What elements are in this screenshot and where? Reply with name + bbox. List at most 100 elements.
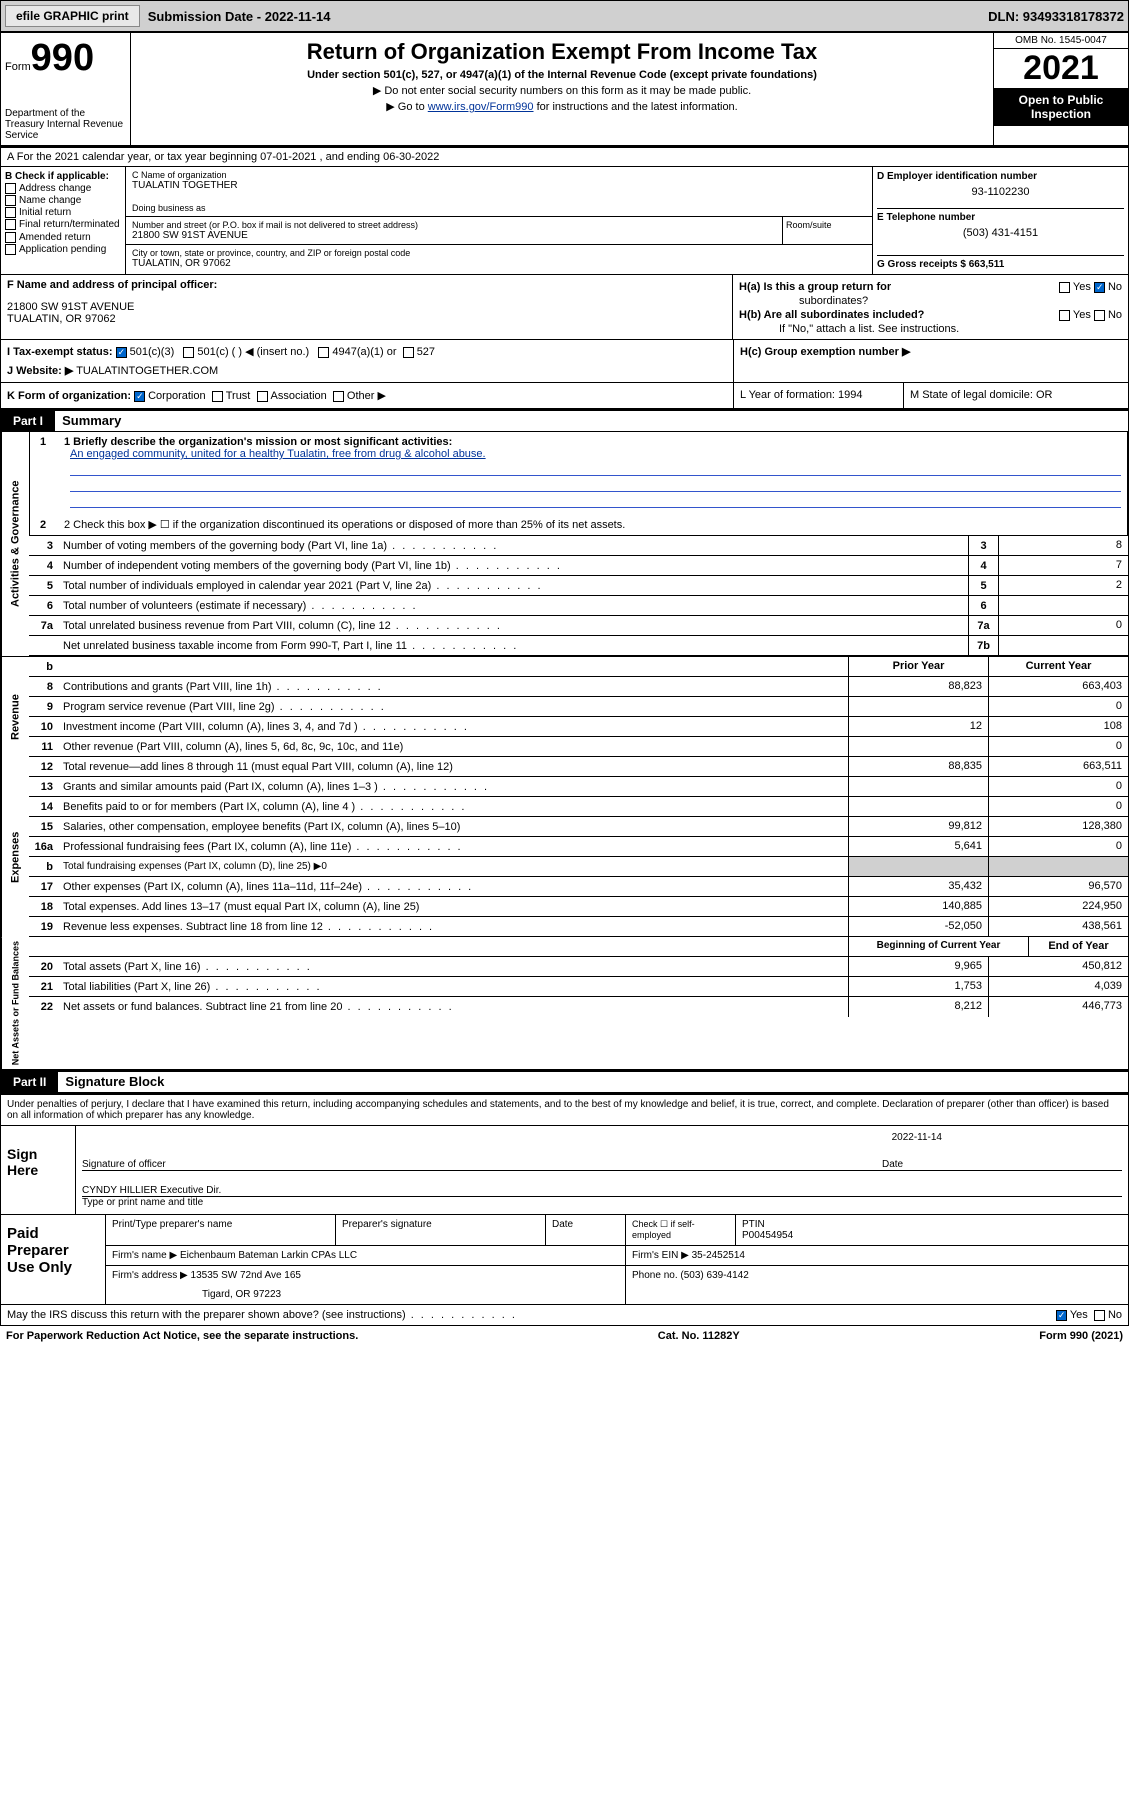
- open-inspection: Open to Public Inspection: [994, 88, 1128, 126]
- side-revenue: Revenue: [1, 657, 29, 777]
- sig-officer-label: Signature of officer: [82, 1159, 882, 1170]
- exp-row-16a: 16aProfessional fundraising fees (Part I…: [29, 837, 1128, 857]
- footer-row: For Paperwork Reduction Act Notice, see …: [0, 1326, 1129, 1346]
- q1-mission: 11 Briefly describe the organization's m…: [29, 432, 1128, 536]
- firm-ein: Firm's EIN ▶ 35-2452514: [626, 1246, 1128, 1265]
- sign-row: Sign Here 2022-11-14 Signature of office…: [0, 1126, 1129, 1215]
- part1-header: Part I Summary: [0, 409, 1129, 432]
- note-ssn: ▶ Do not enter social security numbers o…: [137, 84, 987, 97]
- declaration: Under penalties of perjury, I declare th…: [0, 1093, 1129, 1126]
- form-number-box: Form990 Department of the Treasury Inter…: [1, 33, 131, 145]
- preparer-date-label: Date: [546, 1215, 626, 1245]
- ein-label: D Employer identification number: [877, 171, 1124, 182]
- chk-address[interactable]: Address change: [5, 183, 121, 194]
- gov-row-4: 4Number of independent voting members of…: [29, 556, 1128, 576]
- gov-row-6: 6Total number of volunteers (estimate if…: [29, 596, 1128, 616]
- gov-row-7a: 7aTotal unrelated business revenue from …: [29, 616, 1128, 636]
- top-bar: efile GRAPHIC print Submission Date - 20…: [0, 0, 1129, 32]
- year-box: OMB No. 1545-0047 2021 Open to Public In…: [993, 33, 1128, 145]
- rev-row-10: 10Investment income (Part VIII, column (…: [29, 717, 1128, 737]
- section-bc: B Check if applicable: Address change Na…: [0, 167, 1129, 274]
- form-header: Form990 Department of the Treasury Inter…: [0, 32, 1129, 146]
- side-expenses: Expenses: [1, 777, 29, 937]
- form-number: 990: [31, 37, 94, 79]
- paid-preparer: Paid Preparer Use Only Print/Type prepar…: [0, 1215, 1129, 1305]
- gov-row-7b: Net unrelated business taxable income fr…: [29, 636, 1128, 656]
- exp-row-16b: bTotal fundraising expenses (Part IX, co…: [29, 857, 1128, 877]
- hc-group-exemption: H(c) Group exemption number ▶: [740, 345, 1122, 358]
- m-domicile: M State of legal domicile: OR: [903, 383, 1128, 408]
- rev-row-12: 12Total revenue—add lines 8 through 11 (…: [29, 757, 1128, 777]
- h-section: H(a) Is this a group return forYes No su…: [733, 275, 1128, 339]
- col-d: D Employer identification number 93-1102…: [873, 167, 1128, 274]
- cat-no: Cat. No. 11282Y: [658, 1330, 740, 1342]
- exp-row-13: 13Grants and similar amounts paid (Part …: [29, 777, 1128, 797]
- exp-row-17: 17Other expenses (Part IX, column (A), l…: [29, 877, 1128, 897]
- dln: DLN: 93493318178372: [988, 9, 1124, 24]
- side-governance: Activities & Governance: [1, 432, 29, 656]
- fgh-row: F Name and address of principal officer:…: [0, 274, 1129, 340]
- ein-value: 93-1102230: [877, 182, 1124, 202]
- chk-amended[interactable]: Amended return: [5, 232, 121, 243]
- officer-name-label: Type or print name and title: [82, 1196, 1122, 1208]
- i-tax-status: I Tax-exempt status: 501(c)(3) 501(c) ( …: [7, 345, 727, 358]
- paid-label: Paid Preparer Use Only: [1, 1215, 106, 1304]
- phone-label: E Telephone number: [877, 208, 1124, 223]
- exp-row-18: 18Total expenses. Add lines 13–17 (must …: [29, 897, 1128, 917]
- ij-row: I Tax-exempt status: 501(c)(3) 501(c) ( …: [0, 340, 1129, 383]
- rev-row-11: 11Other revenue (Part VIII, column (A), …: [29, 737, 1128, 757]
- street-addr: Number and street (or P.O. box if mail i…: [126, 217, 782, 244]
- org-name-label: C Name of organization: [132, 170, 866, 180]
- preparer-name-label: Print/Type preparer's name: [106, 1215, 336, 1245]
- self-employed-check[interactable]: Check ☐ if self-employed: [626, 1215, 736, 1245]
- room-suite: Room/suite: [782, 217, 872, 244]
- chk-final[interactable]: Final return/terminated: [5, 219, 121, 230]
- gov-row-3: 3Number of voting members of the governi…: [29, 536, 1128, 556]
- irs-discuss-row: May the IRS discuss this return with the…: [0, 1305, 1129, 1326]
- omb-number: OMB No. 1545-0047: [994, 33, 1128, 49]
- rev-row-8: 8Contributions and grants (Part VIII, li…: [29, 677, 1128, 697]
- col-headers: bPrior YearCurrent Year: [29, 657, 1128, 677]
- j-website: J Website: ▶ TUALATINTOGETHER.COM: [7, 364, 727, 377]
- mission-text[interactable]: An engaged community, united for a healt…: [70, 448, 1121, 460]
- firm-phone: Phone no. (503) 639-4142: [626, 1266, 1128, 1304]
- net-row-22: 22Net assets or fund balances. Subtract …: [29, 997, 1128, 1017]
- net-row-20: 20Total assets (Part X, line 16)9,965450…: [29, 957, 1128, 977]
- title-box: Return of Organization Exempt From Incom…: [131, 33, 993, 145]
- chk-pending[interactable]: Application pending: [5, 244, 121, 255]
- sign-date: 2022-11-14: [394, 1132, 1122, 1143]
- efile-button[interactable]: efile GRAPHIC print: [5, 5, 140, 27]
- l-formation: L Year of formation: 1994: [733, 383, 903, 408]
- net-row-21: 21Total liabilities (Part X, line 26)1,7…: [29, 977, 1128, 997]
- form-subtitle: Under section 501(c), 527, or 4947(a)(1)…: [137, 69, 987, 81]
- sign-here-label: Sign Here: [1, 1126, 76, 1214]
- k-row: K Form of organization: Corporation Trus…: [0, 383, 1129, 409]
- exp-row-14: 14Benefits paid to or for members (Part …: [29, 797, 1128, 817]
- chk-name[interactable]: Name change: [5, 195, 121, 206]
- form-ref: Form 990 (2021): [1039, 1330, 1123, 1342]
- firm-addr: Firm's address ▶ 13535 SW 72nd Ave 165Ti…: [106, 1266, 626, 1304]
- preparer-sig-label: Preparer's signature: [336, 1215, 546, 1245]
- rev-row-9: 9Program service revenue (Part VIII, lin…: [29, 697, 1128, 717]
- row-a: A For the 2021 calendar year, or tax yea…: [0, 146, 1129, 167]
- dept-label: Department of the Treasury Internal Reve…: [5, 108, 126, 141]
- exp-row-15: 15Salaries, other compensation, employee…: [29, 817, 1128, 837]
- ptin-cell: PTINP00454954: [736, 1215, 1128, 1245]
- b-header: B Check if applicable:: [5, 171, 121, 182]
- sig-date-label: Date: [882, 1159, 1122, 1170]
- gross-receipts: G Gross receipts $ 663,511: [877, 255, 1124, 270]
- irs-link[interactable]: www.irs.gov/Form990: [428, 101, 534, 113]
- org-name-row: C Name of organization TUALATIN TOGETHER…: [126, 167, 872, 217]
- col-c: C Name of organization TUALATIN TOGETHER…: [126, 167, 1128, 274]
- note-link: ▶ Go to www.irs.gov/Form990 for instruct…: [137, 100, 987, 113]
- net-col-headers: Beginning of Current YearEnd of Year: [29, 937, 1128, 957]
- tax-year: 2021: [994, 49, 1128, 88]
- officer-name: CYNDY HILLIER Executive Dir.: [82, 1185, 1122, 1196]
- form-prefix: Form: [5, 61, 31, 73]
- k-form-org: K Form of organization: Corporation Trus…: [1, 383, 733, 408]
- pra-notice: For Paperwork Reduction Act Notice, see …: [6, 1330, 358, 1342]
- org-name: TUALATIN TOGETHER: [132, 180, 866, 191]
- phone-value: (503) 431-4151: [877, 223, 1124, 243]
- dba-label: Doing business as: [132, 203, 866, 213]
- chk-initial[interactable]: Initial return: [5, 207, 121, 218]
